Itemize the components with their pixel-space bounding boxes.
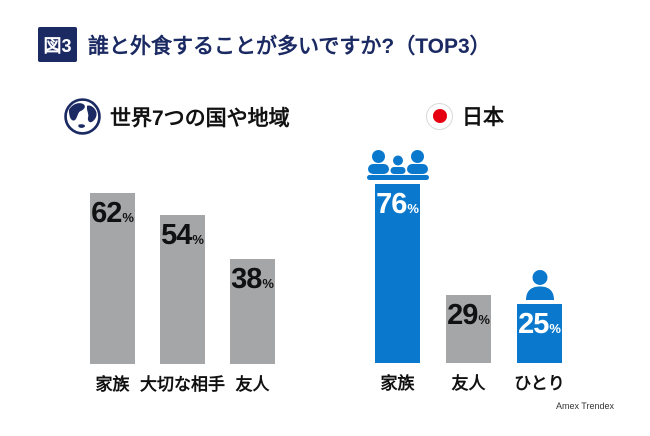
chart-title: 誰と外食することが多いですか?（TOP3） — [88, 34, 491, 58]
bar-value: 25% — [518, 308, 561, 340]
figure-header: 図3 誰と外食することが多いですか?（TOP3） — [38, 27, 491, 62]
bar-category-label: ひとり — [514, 374, 565, 393]
figure-number-badge: 図3 — [38, 27, 77, 62]
world-panel-label: 世界7つの国や地域 — [110, 106, 290, 130]
bar-group: 29% 友人 — [446, 295, 491, 393]
globe-icon — [64, 98, 101, 135]
bar-category-label: 家族 — [95, 375, 130, 394]
bar-group: 25% ひとり — [514, 270, 565, 393]
bar: 54% — [160, 215, 205, 364]
bar: 62% — [90, 193, 135, 364]
world-bar-chart: 62% 家族 54% 大切な相手 38% 友人 — [90, 150, 275, 394]
bar-value: 29% — [447, 299, 490, 331]
bar-group: 62% 家族 — [90, 193, 135, 394]
person-icon — [523, 270, 557, 300]
world-panel-heading: 世界7つの国や地域 — [64, 98, 290, 135]
family-icon — [366, 150, 429, 180]
bar-category-label: 家族 — [380, 374, 415, 393]
bar-group: 38% 友人 — [230, 259, 275, 394]
source-credit: Amex Trendex — [555, 401, 614, 411]
bar-value: 62% — [91, 197, 134, 229]
bar-value: 76% — [376, 188, 419, 220]
japan-flag-sun — [432, 109, 447, 123]
japan-panel-label: 日本 — [462, 106, 504, 129]
japan-bar-chart: 76% 家族 29% 友人 25% ひとり — [366, 150, 565, 393]
japan-panel-heading: 日本 — [426, 101, 504, 131]
bar-category-label: 友人 — [235, 375, 270, 394]
bar-category-label: 友人 — [451, 374, 486, 393]
bar: 25% — [517, 270, 562, 363]
bar: 29% — [446, 295, 491, 363]
bar-group: 76% 家族 — [366, 150, 429, 393]
bar: 38% — [230, 259, 275, 364]
bar-group: 54% 大切な相手 — [140, 215, 225, 394]
bar-category-label: 大切な相手 — [140, 375, 225, 394]
bar: 76% — [366, 150, 429, 363]
bar-value: 54% — [161, 219, 204, 251]
japan-flag-icon — [426, 102, 453, 130]
bar-value: 38% — [231, 263, 274, 295]
